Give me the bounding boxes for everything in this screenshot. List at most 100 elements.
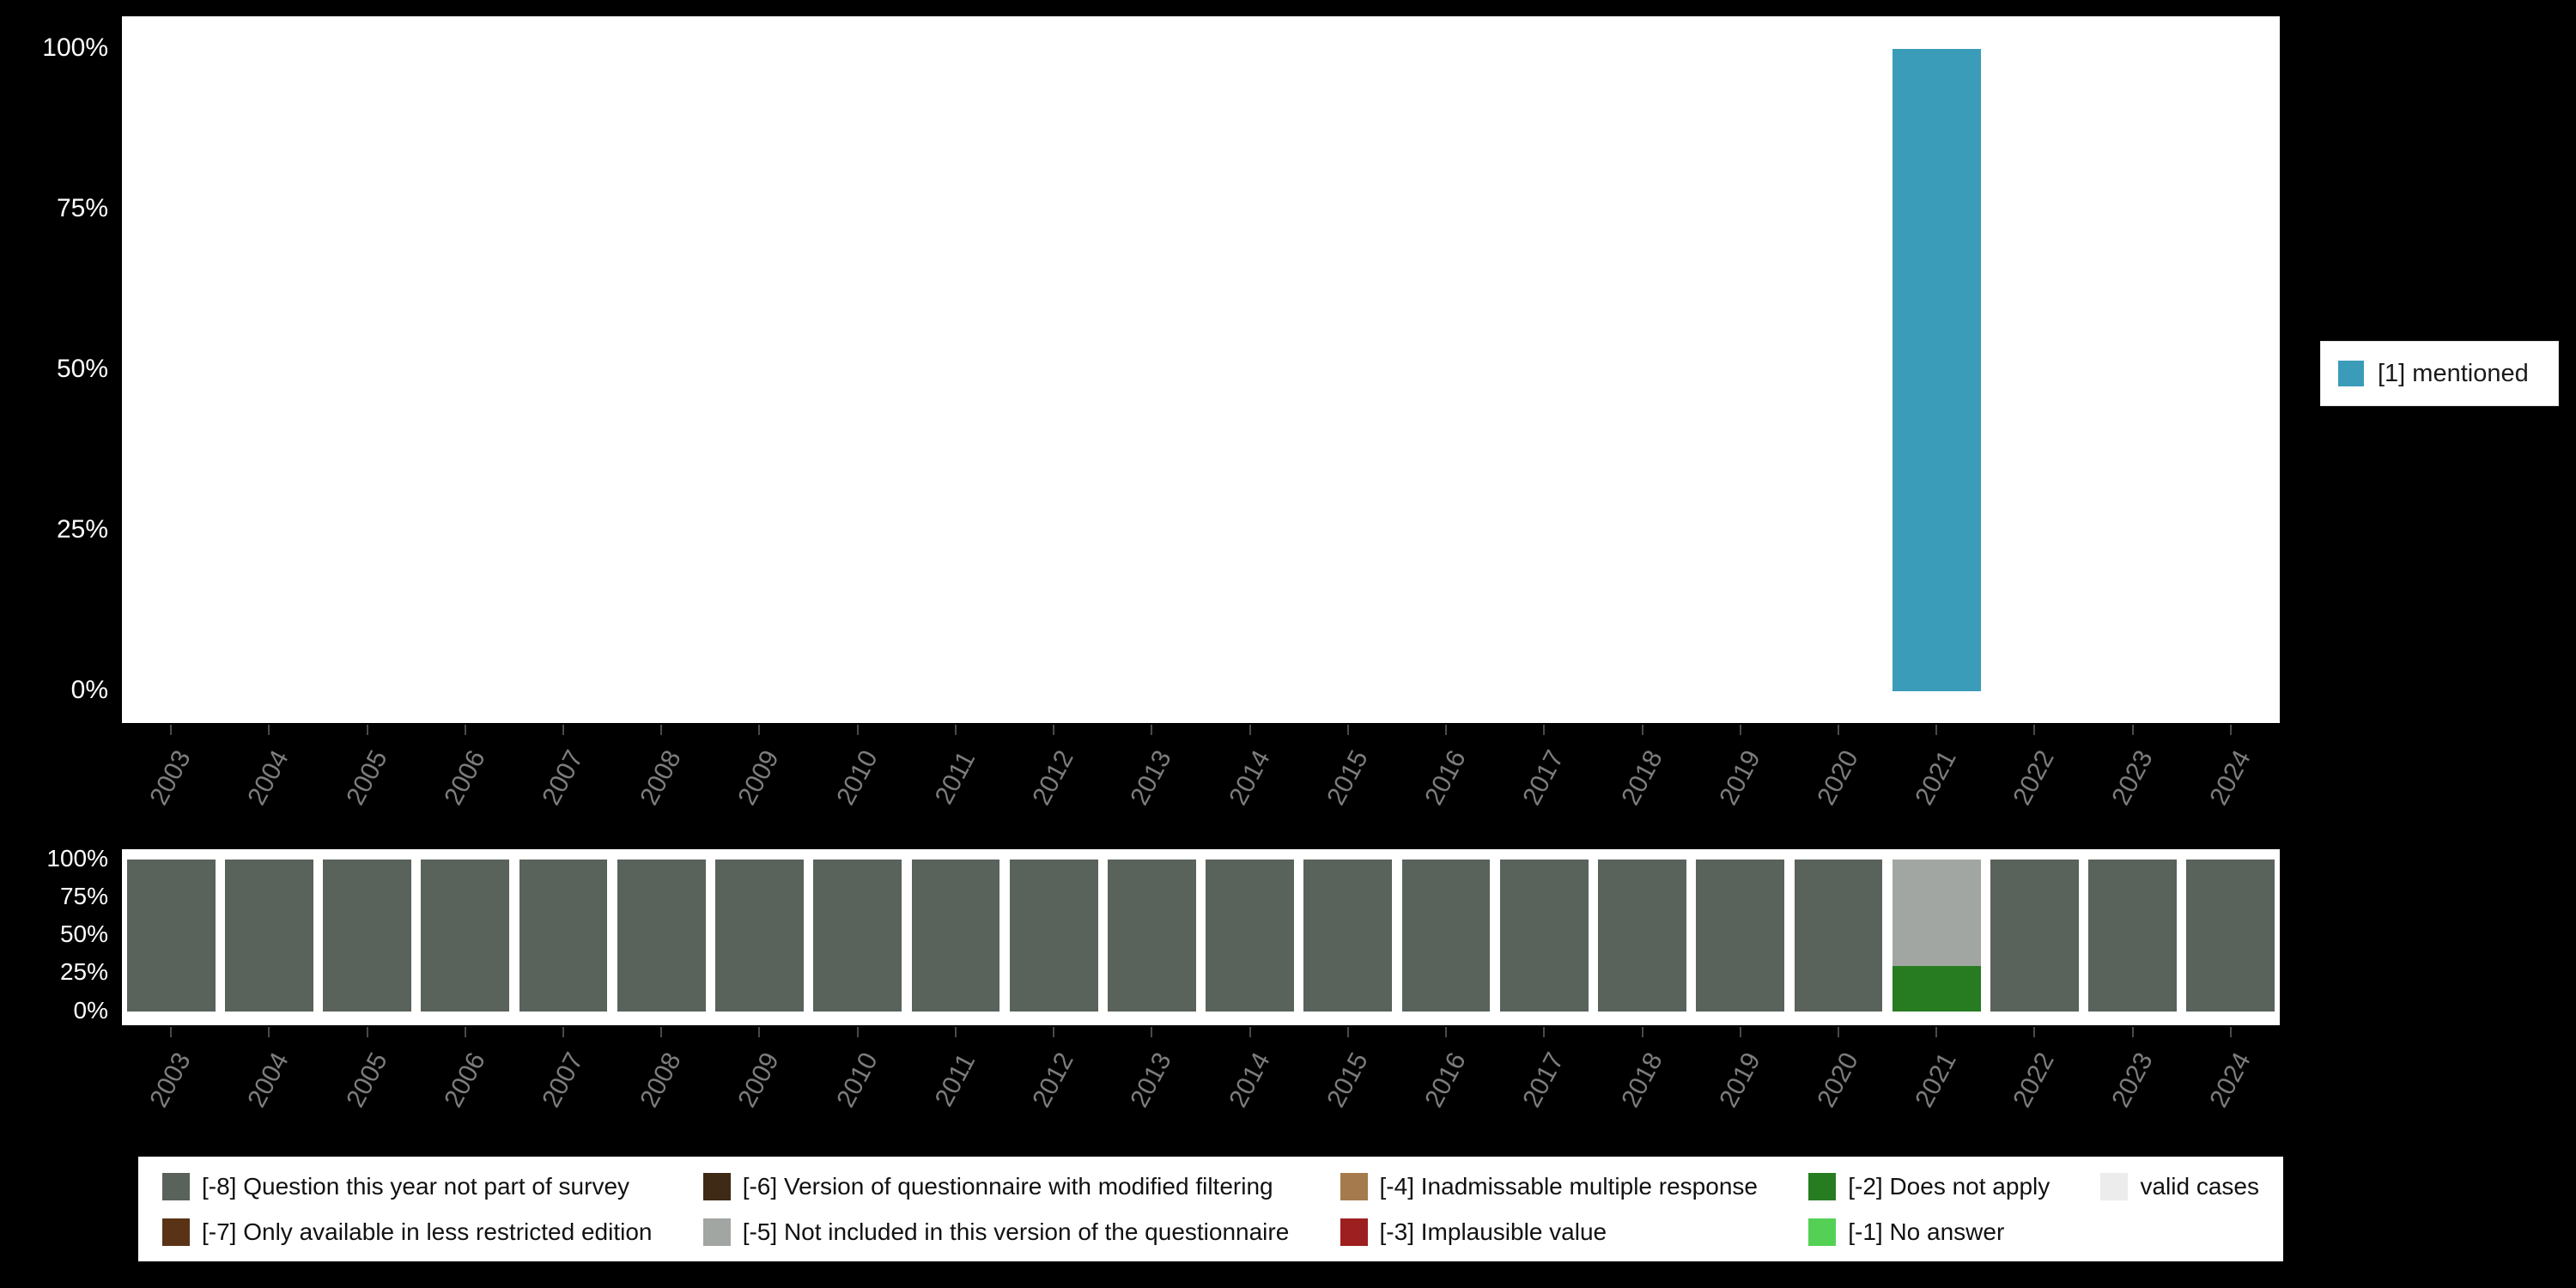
year-label: 2024 — [2204, 745, 2257, 810]
year-label: 2019 — [1714, 745, 1766, 810]
axis-tick — [1151, 725, 1153, 735]
axis-tick — [1445, 1027, 1448, 1037]
year-label: 2005 — [340, 745, 393, 810]
y-tick-label: 100% — [46, 844, 108, 872]
bar-segment — [1696, 860, 1785, 1012]
year-label: 2024 — [2204, 1048, 2257, 1112]
year-label: 2009 — [732, 745, 786, 810]
axis-tick — [660, 725, 663, 735]
legend-label: [-7] Only available in less restricted e… — [202, 1218, 653, 1245]
year-label: 2009 — [732, 1048, 786, 1112]
axis-tick — [1053, 1027, 1055, 1037]
year-label: 2011 — [929, 1048, 981, 1111]
axis-tick — [2131, 1027, 2134, 1037]
y-tick-label: 50% — [56, 354, 108, 383]
axis-tick — [2229, 1027, 2232, 1037]
year-label: 2015 — [1321, 1048, 1374, 1112]
y-tick-label: 75% — [56, 193, 108, 222]
legend-item: [-4] Inadmissable multiple response — [1340, 1172, 1758, 1200]
axis-tick — [170, 1027, 173, 1037]
year-label: 2016 — [1419, 1048, 1472, 1112]
legend-label: [-8] Question this year not part of surv… — [202, 1172, 630, 1200]
axis-tick — [464, 1027, 466, 1037]
legend-label: [-3] Implausible value — [1379, 1218, 1607, 1245]
mentioned-legend: [1] mentioned — [2320, 341, 2559, 406]
bottom-chart-y-axis: 0% 25% 50% 75% 100% — [0, 844, 115, 1025]
y-tick-label: 0% — [73, 996, 108, 1024]
bar-segment — [1598, 860, 1686, 1012]
legend-item: [-7] Only available in less restricted e… — [162, 1218, 652, 1246]
bar-segment — [1892, 965, 1981, 1012]
axis-tick — [1837, 725, 1839, 735]
axis-tick — [464, 725, 466, 735]
axis-tick — [2033, 725, 2036, 735]
year-label: 2004 — [242, 745, 295, 810]
year-label: 2011 — [929, 746, 981, 809]
year-label: 2012 — [1027, 745, 1079, 810]
bar-segment — [1794, 860, 1883, 1012]
axis-tick — [1445, 725, 1448, 735]
legend-label: [-5] Not included in this version of the… — [742, 1218, 1290, 1245]
bar-segment — [715, 860, 804, 1012]
legend-swatch — [702, 1172, 731, 1200]
axis-tick — [1543, 725, 1546, 735]
legend-swatch — [1340, 1218, 1368, 1246]
axis-tick — [954, 1027, 957, 1037]
year-label: 2014 — [1223, 745, 1276, 810]
year-label: 2017 — [1517, 1048, 1571, 1112]
bar-segment — [813, 860, 902, 1012]
axis-tick — [1641, 725, 1643, 735]
top-chart-panel — [122, 16, 2280, 723]
legend-label: valid cases — [2140, 1172, 2259, 1200]
legend-item: [-5] Not included in this version of the… — [702, 1218, 1290, 1246]
legend-item: [-2] Does not apply — [1808, 1172, 2050, 1200]
axis-tick — [268, 1027, 270, 1037]
bar-segment — [1107, 860, 1196, 1012]
axis-tick — [660, 1027, 663, 1037]
bar-segment — [1499, 860, 1589, 1012]
year-label: 2004 — [242, 1048, 295, 1112]
bar-segment — [2088, 860, 2178, 1012]
legend-item: valid cases — [2100, 1172, 2259, 1200]
y-tick-label: 100% — [42, 33, 108, 62]
bar-segment — [1401, 860, 1491, 1012]
axis-tick — [1346, 1027, 1349, 1037]
legend-swatch — [1340, 1172, 1368, 1200]
legend-swatch — [702, 1218, 731, 1246]
year-label: 2008 — [635, 745, 688, 810]
top-chart-x-axis: 2003 2004 2005 2006 2007 2008 2009 2010 2011 2012… — [122, 725, 2280, 854]
year-label: 2013 — [1125, 1048, 1178, 1112]
axis-tick — [1935, 1027, 1938, 1037]
year-label: 2007 — [537, 745, 589, 810]
axis-tick — [856, 725, 859, 735]
legend-swatch — [2100, 1172, 2129, 1200]
legend-item: [-6] Version of questionnaire with modif… — [702, 1172, 1290, 1200]
year-label: 2020 — [1812, 1048, 1864, 1112]
year-label: 2021 — [1910, 1048, 1962, 1112]
axis-tick — [2033, 1027, 2036, 1037]
legend-item: [-1] No answer — [1808, 1218, 2050, 1246]
legend-label: [1] mentioned — [2378, 359, 2529, 387]
axis-tick — [2131, 725, 2134, 735]
year-label: 2010 — [831, 1048, 884, 1112]
legend-label: [-2] Does not apply — [1848, 1172, 2050, 1200]
year-label: 2019 — [1714, 1048, 1766, 1112]
axis-tick — [1249, 1027, 1251, 1037]
legend-label: [-4] Inadmissable multiple response — [1379, 1172, 1758, 1200]
bar-segment — [519, 860, 608, 1012]
bar-segment — [1892, 860, 1981, 966]
legend-swatch — [162, 1218, 190, 1246]
legend-label: [-1] No answer — [1848, 1218, 2005, 1245]
axis-tick — [268, 725, 270, 735]
legend-swatch — [1808, 1218, 1837, 1246]
axis-tick — [1739, 1027, 1741, 1037]
legend-item: [-3] Implausible value — [1340, 1218, 1758, 1246]
year-label: 2021 — [1910, 745, 1962, 810]
legend-swatch — [162, 1172, 190, 1200]
bar-segment — [224, 860, 313, 1012]
bar-segment — [126, 860, 216, 1012]
year-label: 2008 — [635, 1048, 688, 1112]
bar-segment — [1303, 860, 1393, 1012]
bar-segment — [1990, 860, 2079, 1012]
year-label: 2022 — [2008, 1048, 2061, 1112]
